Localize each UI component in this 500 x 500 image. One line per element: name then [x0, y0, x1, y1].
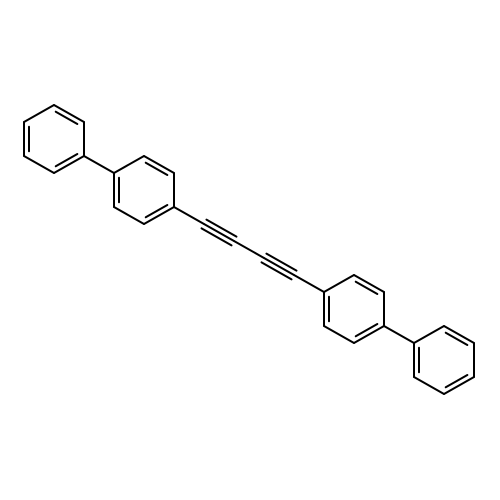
- molecule-diagram: [0, 0, 500, 500]
